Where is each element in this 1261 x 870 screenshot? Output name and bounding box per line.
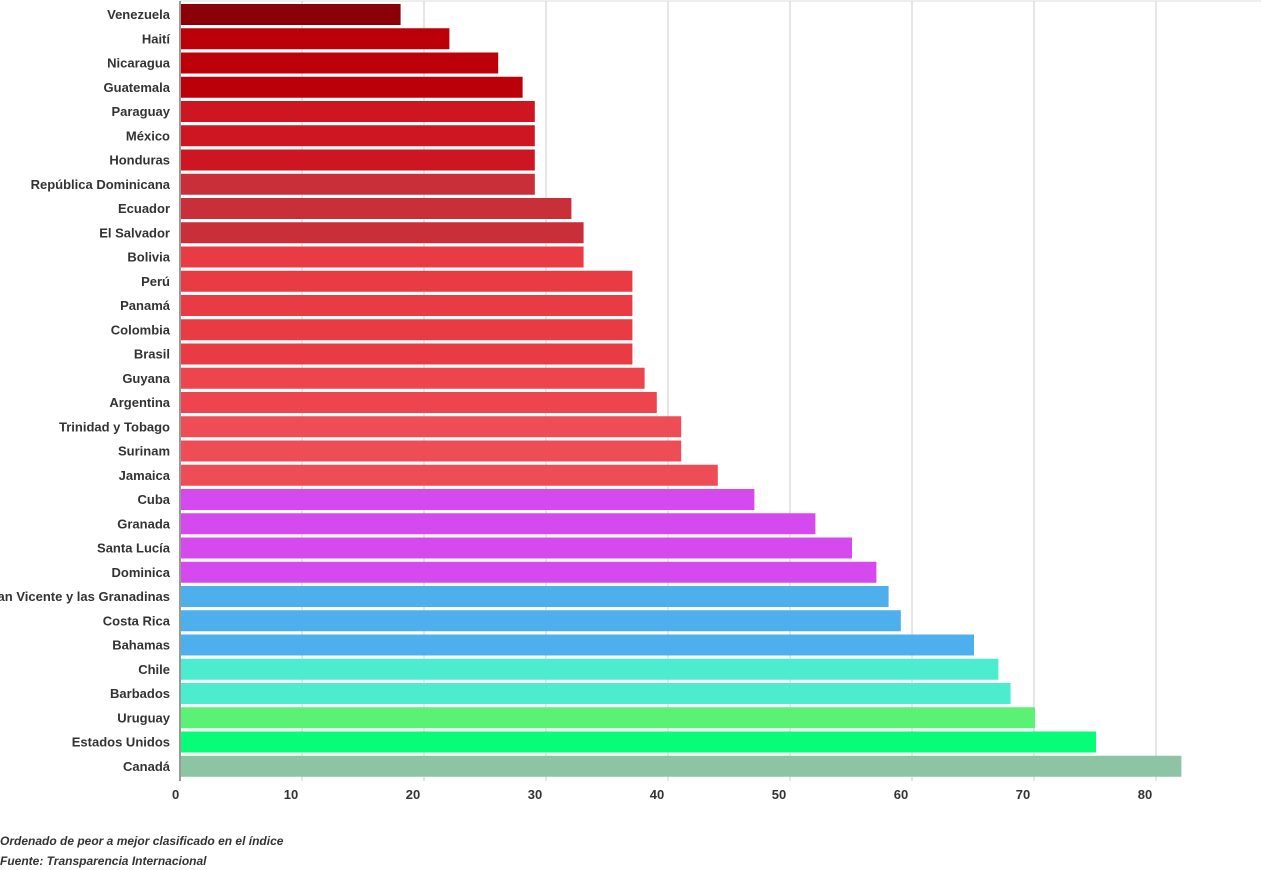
category-labels: Venezuela Haití Nicaragua Guatemala Paraguay… xyxy=(0,7,171,774)
category-label-3: Guatemala xyxy=(104,80,171,95)
x-tick-label-30: 30 xyxy=(528,787,542,802)
bar-22 xyxy=(181,537,852,559)
category-label-12: Panamá xyxy=(120,298,171,313)
bar-0 xyxy=(181,4,401,25)
bar-17 xyxy=(181,416,682,438)
bar-chart: Venezuela Haití Nicaragua Guatemala Paraguay… xyxy=(0,0,1261,802)
category-label-26: Bahamas xyxy=(112,638,170,653)
x-tick-label-10: 10 xyxy=(284,787,298,802)
category-label-11: Perú xyxy=(141,274,170,289)
bar-4 xyxy=(181,101,535,122)
bar-10 xyxy=(181,246,584,268)
category-label-22: Santa Lucía xyxy=(97,541,171,556)
category-label-24: San Vicente y las Granadinas xyxy=(0,589,170,604)
bar-16 xyxy=(181,392,657,413)
bar-1 xyxy=(181,28,450,50)
bar-20 xyxy=(181,489,755,510)
bar-29 xyxy=(181,707,1035,729)
category-label-18: Surinam xyxy=(118,444,170,459)
category-label-31: Canadá xyxy=(123,759,171,774)
bar-14 xyxy=(181,343,633,365)
category-label-6: Honduras xyxy=(109,153,170,168)
x-tick-label-80: 80 xyxy=(1138,787,1152,802)
category-label-14: Brasil xyxy=(134,347,170,362)
category-label-30: Estados Unidos xyxy=(72,735,170,750)
category-label-2: Nicaragua xyxy=(107,56,171,71)
bar-9 xyxy=(181,222,584,244)
bar-11 xyxy=(181,270,633,292)
category-label-4: Paraguay xyxy=(111,104,170,119)
bar-26 xyxy=(181,634,974,656)
x-tick-label-60: 60 xyxy=(894,787,908,802)
bar-23 xyxy=(181,561,877,583)
category-label-29: Uruguay xyxy=(117,710,171,725)
category-label-1: Haití xyxy=(142,31,171,46)
category-label-16: Argentina xyxy=(109,395,170,410)
bar-18 xyxy=(181,440,682,462)
category-label-8: Ecuador xyxy=(118,201,170,216)
category-label-19: Jamaica xyxy=(119,468,171,483)
bar-13 xyxy=(181,319,633,341)
category-label-5: México xyxy=(126,128,170,143)
category-label-13: Colombia xyxy=(111,322,171,337)
bar-3 xyxy=(181,76,523,98)
bar-25 xyxy=(181,610,901,632)
category-label-20: Cuba xyxy=(138,492,171,507)
chart-note: Ordenado de peor a mejor clasificado en … xyxy=(0,834,284,848)
x-tick-label-20: 20 xyxy=(406,787,420,802)
bar-31 xyxy=(181,755,1182,777)
x-tick-label-0: 0 xyxy=(172,787,179,802)
category-label-7: República Dominicana xyxy=(31,177,171,192)
category-label-0: Venezuela xyxy=(107,7,171,22)
bar-6 xyxy=(181,149,535,171)
category-label-17: Trinidad y Tobago xyxy=(59,419,170,434)
bar-21 xyxy=(181,513,816,535)
category-label-27: Chile xyxy=(138,662,170,677)
category-label-28: Barbados xyxy=(110,686,170,701)
bar-2 xyxy=(181,52,499,74)
category-label-9: El Salvador xyxy=(99,225,170,240)
bar-30 xyxy=(181,731,1096,753)
bar-5 xyxy=(181,125,535,147)
chart-source: Fuente: Transparencia Internacional xyxy=(0,854,207,868)
bar-15 xyxy=(181,367,645,389)
category-label-10: Bolivia xyxy=(127,250,170,265)
bars xyxy=(181,4,1182,777)
category-label-23: Dominica xyxy=(111,565,170,580)
bar-7 xyxy=(181,173,535,195)
bar-24 xyxy=(181,586,889,607)
bar-19 xyxy=(181,464,718,486)
bar-8 xyxy=(181,198,572,219)
category-label-25: Costa Rica xyxy=(103,613,171,628)
category-label-15: Guyana xyxy=(122,371,170,386)
x-tick-label-70: 70 xyxy=(1016,787,1030,802)
x-tick-label-50: 50 xyxy=(772,787,786,802)
x-tick-label-40: 40 xyxy=(650,787,664,802)
bar-28 xyxy=(181,683,1011,704)
category-label-21: Granada xyxy=(117,516,171,531)
x-axis-ticks: 0 10 20 30 40 50 60 70 80 xyxy=(172,787,1152,802)
bar-27 xyxy=(181,658,999,680)
bar-12 xyxy=(181,295,633,316)
